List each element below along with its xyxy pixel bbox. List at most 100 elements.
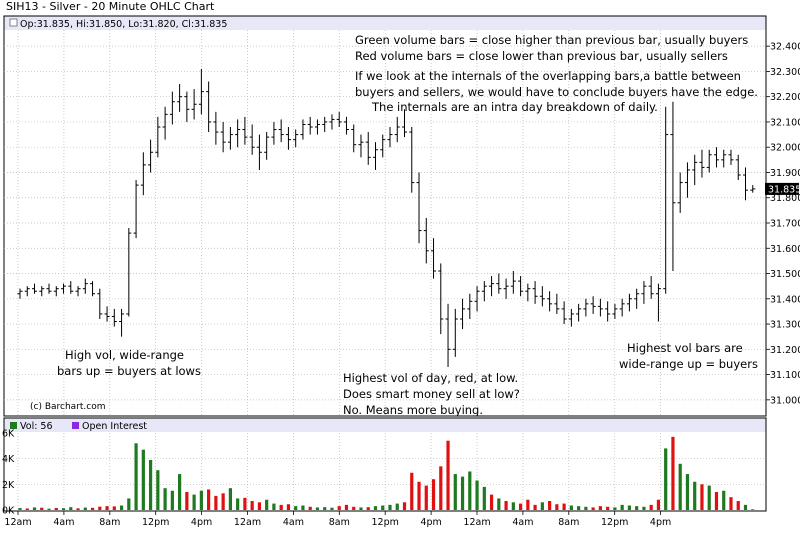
ohlc-bar: [489, 276, 495, 297]
volume-bar: [47, 508, 51, 510]
volume-bar: [700, 484, 704, 510]
time-tick-label: 8am: [99, 517, 120, 528]
ohlc-bar: [510, 271, 516, 294]
oi-legend-label: Open Interest: [82, 421, 147, 432]
ohlc-bar: [735, 154, 741, 181]
ohlc-bar: [61, 283, 67, 294]
ohlc-bar: [706, 149, 712, 173]
ohlc-bar: [721, 149, 727, 168]
annotation-red-volume: Red volume bars = close lower than previ…: [355, 49, 728, 63]
ohlc-bar: [68, 281, 74, 294]
volume-bar: [526, 499, 530, 510]
ohlc-bar: [532, 281, 538, 304]
volume-bar: [489, 494, 494, 510]
price-bars: [17, 68, 756, 367]
ohlc-bar: [155, 116, 161, 158]
volume-bar: [221, 493, 225, 510]
ohlc-bar: [264, 132, 270, 160]
price-legend-swatch: [9, 18, 18, 27]
volume-bar: [243, 497, 247, 510]
ohlc-bar: [554, 293, 560, 314]
ohlc-bar: [329, 114, 335, 130]
chart-title: SIH13 - Silver - 20 Minute OHLC Chart: [6, 0, 215, 13]
ohlc-bar: [481, 281, 487, 302]
volume-bar: [591, 507, 595, 510]
ohlc-bar: [431, 238, 437, 279]
volume-bar: [301, 505, 305, 510]
ohlc-bar: [46, 283, 52, 294]
ohlc-bar: [235, 119, 241, 148]
price-tick-label: 31.600: [770, 244, 800, 255]
ohlc-bar: [684, 162, 690, 198]
volume-bar: [25, 508, 29, 510]
ohlc-bar: [336, 111, 342, 127]
ohlc-bar: [539, 286, 545, 307]
volume-bar: [76, 508, 80, 510]
volume-bar: [170, 490, 174, 510]
time-tick-label: 4pm: [650, 517, 671, 528]
vol-legend-swatch: [10, 422, 17, 429]
volume-bar: [192, 494, 196, 510]
price-tick-label: 31.800: [770, 193, 800, 204]
ohlc-bar: [409, 127, 415, 193]
ohlc-bar: [460, 298, 466, 330]
ohlc-bar: [612, 303, 618, 319]
volume-bar: [569, 505, 573, 510]
volume-bar: [352, 506, 356, 510]
volume-bar: [69, 507, 73, 510]
volume-bar: [388, 504, 392, 510]
time-tick-label: 4pm: [420, 517, 441, 528]
ohlc-bar: [351, 124, 357, 153]
volume-bar: [18, 508, 22, 510]
volume-tick-label: 6K: [2, 429, 15, 440]
volume-bar: [548, 501, 552, 510]
ohlc-bar: [670, 101, 676, 271]
time-tick-label: 12pm: [372, 517, 399, 528]
ohlc-bar: [742, 167, 748, 201]
volume-bar: [112, 506, 116, 510]
annotation-highest-vol-bars-1: Highest vol bars are: [627, 341, 743, 355]
volume-bar: [417, 481, 421, 510]
annotation-high-vol-2: bars up = buyers at lows: [57, 364, 201, 378]
ohlc-bar: [177, 84, 183, 112]
ohlc-bar: [249, 124, 255, 155]
volume-bar: [707, 485, 711, 510]
ohlc-bar: [474, 286, 480, 312]
last-price-marker: 31.835: [765, 182, 800, 195]
ohlc-bar: [343, 116, 349, 135]
volume-bar: [511, 502, 515, 510]
volume-bar: [642, 506, 646, 510]
volume-bar: [656, 499, 661, 510]
annotation-internals-3: The internals are an intra day breakdown…: [371, 100, 658, 114]
volume-bar: [649, 504, 653, 510]
volume-bar: [620, 504, 624, 510]
time-tick-label: 12pm: [601, 517, 628, 528]
volume-bar: [693, 481, 697, 510]
volume-bar: [729, 497, 733, 510]
volume-bar: [555, 504, 559, 510]
ohlc-bar: [605, 301, 611, 322]
volume-bar: [163, 488, 167, 510]
volume-tick-label: 0K: [2, 506, 15, 517]
ohlc-bar: [90, 281, 96, 297]
time-tick-label: 4pm: [191, 517, 212, 528]
volume-bar: [613, 507, 617, 510]
time-x-axis: 12am 4am 8am 12pm 4pm 12am 4am 8am 12pm 4pm 12am 4a…: [4, 511, 671, 528]
volume-bar: [323, 507, 327, 510]
volume-bar: [98, 506, 102, 510]
volume-bar: [518, 503, 523, 510]
volume-bar: [185, 492, 189, 510]
price-tick-label: 31.700: [770, 219, 800, 230]
price-tick-label: 31.400: [770, 294, 800, 305]
ohlc-bar: [39, 286, 45, 297]
ohlc-bar: [140, 152, 146, 196]
volume-bar: [83, 507, 87, 510]
volume-bar: [431, 479, 436, 510]
annotation-highest-vol-bars-2: wide-range up = buyers: [619, 357, 758, 371]
ohlc-bar: [634, 288, 640, 309]
volume-bar: [250, 501, 254, 510]
ohlc-bar: [438, 263, 444, 335]
volume-bar: [214, 495, 218, 510]
volume-bar: [424, 485, 428, 510]
ohlc-bar: [314, 119, 320, 135]
